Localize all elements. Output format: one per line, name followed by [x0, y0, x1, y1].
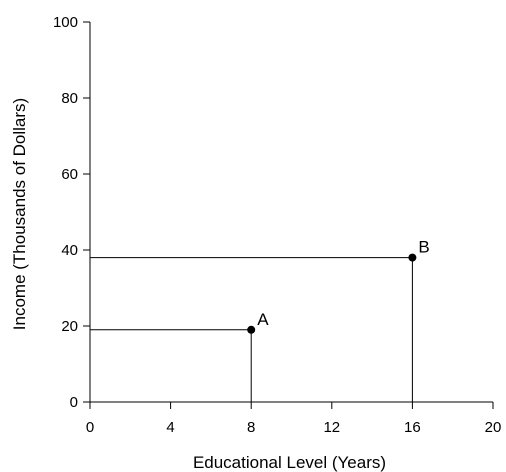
axes — [89, 22, 493, 403]
x-axis-label: Educational Level (Years) — [193, 453, 386, 472]
x-ticks: 0 4 8 12 16 20 — [86, 402, 502, 436]
x-tick-label: 8 — [247, 419, 255, 436]
y-tick-label: 60 — [61, 166, 78, 183]
data-point-b — [408, 253, 417, 262]
y-tick-label: 100 — [53, 14, 78, 31]
x-tick-label: 16 — [404, 419, 421, 436]
y-tick-label: 80 — [61, 90, 78, 107]
data-point-a — [247, 325, 256, 334]
x-tick-label: 0 — [86, 419, 94, 436]
y-tick-label: 40 — [61, 242, 78, 259]
x-tick-label: 12 — [323, 419, 340, 436]
y-axis-label: Income (Thousands of Dollars) — [10, 98, 29, 330]
x-tick-label: 4 — [166, 419, 174, 436]
y-tick-label: 0 — [70, 394, 78, 411]
point-label-b: B — [418, 238, 429, 257]
x-tick-label: 20 — [485, 419, 502, 436]
y-tick-label: 20 — [61, 318, 78, 335]
guide-lines — [90, 257, 413, 402]
point-label-a: A — [257, 310, 269, 329]
data-points: AB — [247, 238, 430, 334]
y-ticks: 0 20 40 60 80 100 — [53, 14, 90, 411]
